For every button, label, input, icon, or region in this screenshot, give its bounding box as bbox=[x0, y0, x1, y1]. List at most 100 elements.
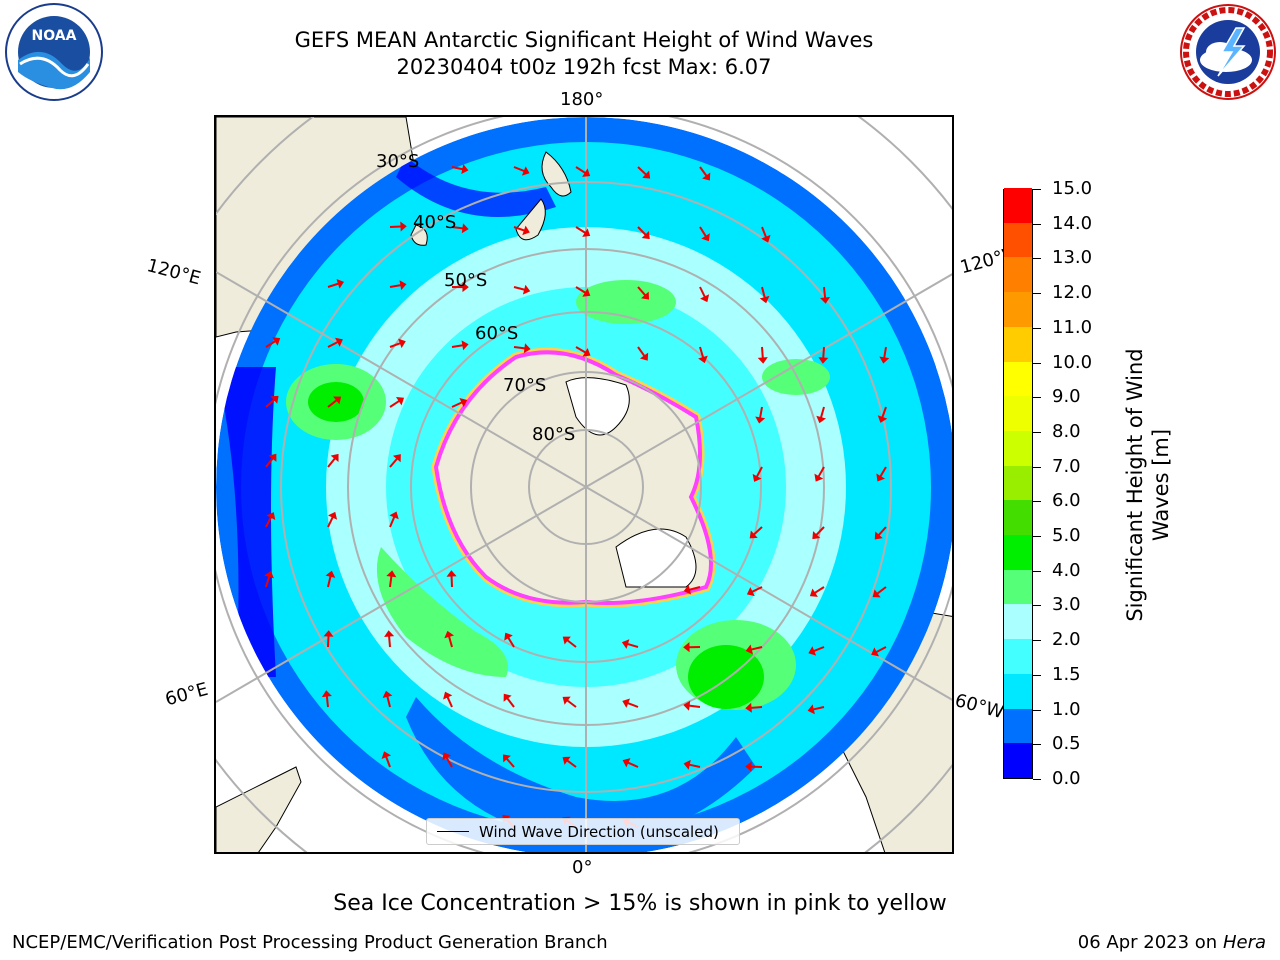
colorbar-segment bbox=[1004, 603, 1032, 640]
wave-direction-arrow bbox=[327, 457, 336, 468]
wave-direction-arrow bbox=[327, 341, 339, 348]
lat-label-30s: 30°S bbox=[376, 151, 420, 172]
wave-direction-arrow bbox=[688, 704, 701, 708]
wave-direction-arrow bbox=[327, 399, 338, 408]
wave-direction-arrow bbox=[389, 516, 396, 528]
wave-direction-arrowhead bbox=[504, 632, 513, 641]
wave-direction-arrow bbox=[689, 586, 701, 591]
lon-label-lower-left: 60°E bbox=[163, 678, 211, 711]
footer-date-text: 06 Apr 2023 on bbox=[1077, 932, 1223, 953]
wave-direction-arrowhead bbox=[761, 234, 771, 243]
wave-direction-arrowhead bbox=[384, 630, 395, 637]
wave-direction-arrowhead bbox=[746, 587, 755, 597]
wave-direction-arrow bbox=[451, 344, 464, 348]
sea-ice-caption: Sea Ice Concentration > 15% is shown in … bbox=[333, 891, 947, 916]
wave-direction-arrow bbox=[575, 346, 587, 354]
wave-direction-arrowhead bbox=[461, 164, 469, 175]
wave-direction-arrowhead bbox=[759, 295, 770, 304]
wave-direction-arrow bbox=[881, 406, 887, 418]
lon-label-top: 180° bbox=[560, 89, 604, 110]
colorbar-segment bbox=[1004, 499, 1032, 536]
wave-direction-arrowhead bbox=[523, 343, 531, 354]
wave-direction-arrow bbox=[761, 286, 766, 298]
wave-direction-arrowhead bbox=[683, 700, 691, 711]
colorbar-segment bbox=[1004, 742, 1032, 778]
map-legend: Wind Wave Direction (unscaled) bbox=[426, 818, 740, 845]
wave-direction-arrow bbox=[759, 406, 763, 419]
wave-direction-arrowhead bbox=[333, 396, 342, 405]
wave-direction-arrowhead bbox=[461, 340, 469, 351]
colorbar-segment bbox=[1004, 465, 1032, 501]
lon-label-upper-left: 120°E bbox=[144, 255, 203, 290]
colorbar-tick-label: 1.0 bbox=[1052, 698, 1081, 720]
wave-direction-arrowhead bbox=[321, 690, 332, 698]
wave-direction-arrowhead bbox=[327, 511, 338, 520]
colorbar-tick-label: 7.0 bbox=[1052, 455, 1081, 477]
wave-direction-arrow bbox=[451, 226, 464, 230]
wave-direction-arrowhead bbox=[562, 756, 571, 765]
colorbar-segment bbox=[1004, 430, 1032, 466]
wave-direction-arrowhead bbox=[642, 170, 651, 179]
wave-direction-arrow bbox=[750, 706, 763, 709]
wave-direction-arrowhead bbox=[264, 570, 274, 579]
wave-direction-arrow bbox=[513, 166, 525, 172]
wave-direction-arrow bbox=[513, 286, 525, 291]
colorbar-segment bbox=[1004, 638, 1032, 674]
wave-direction-arrowhead bbox=[266, 512, 276, 520]
lat-label-80s: 80°S bbox=[532, 424, 576, 445]
colorbar-tick-label: 6.0 bbox=[1052, 490, 1081, 512]
colorbar-tick bbox=[1033, 709, 1041, 711]
wave-direction-arrowhead bbox=[757, 357, 768, 364]
wave-direction-arrowhead bbox=[562, 636, 571, 645]
wave-direction-arrow bbox=[265, 576, 271, 588]
wave-direction-arrow bbox=[755, 466, 763, 478]
wave-direction-arrowhead bbox=[814, 473, 824, 482]
wave-direction-arrowhead bbox=[395, 397, 405, 406]
colorbar-tick bbox=[1033, 640, 1041, 642]
colorbar-tick-label: 5.0 bbox=[1052, 525, 1081, 547]
wave-direction-arrowhead bbox=[820, 296, 831, 304]
wave-direction-arrowhead bbox=[876, 473, 886, 482]
legend-line-swatch bbox=[437, 831, 469, 832]
wave-direction-arrow bbox=[451, 401, 463, 408]
wave-direction-arrow bbox=[327, 516, 334, 528]
wave-direction-arrow bbox=[699, 346, 705, 358]
wave-direction-arrow bbox=[820, 406, 825, 418]
nws-logo bbox=[1178, 2, 1278, 106]
colorbar-segment bbox=[1004, 256, 1032, 293]
colorbar-segment bbox=[1004, 361, 1032, 397]
wave-direction-arrow bbox=[814, 586, 825, 594]
wave-direction-arrow bbox=[386, 696, 391, 708]
wave-direction-arrowhead bbox=[392, 454, 401, 463]
wave-direction-arrow bbox=[513, 346, 526, 350]
wave-direction-arrow bbox=[389, 457, 398, 468]
wave-direction-arrowhead bbox=[816, 415, 826, 424]
colorbar-tick bbox=[1033, 293, 1041, 295]
wave-direction-arrow bbox=[265, 340, 276, 348]
lat-label-60s: 60°S bbox=[475, 323, 519, 344]
wave-direction-arrow bbox=[265, 457, 274, 468]
wave-direction-arrowhead bbox=[335, 337, 343, 347]
wave-direction-arrowhead bbox=[683, 584, 692, 595]
colorbar-tick-label: 10.0 bbox=[1052, 351, 1093, 373]
colorbar-tick bbox=[1033, 605, 1041, 607]
colorbar-tick-label: 4.0 bbox=[1052, 559, 1081, 581]
colorbar-tick-label: 15.0 bbox=[1052, 178, 1093, 199]
wave-direction-arrowhead bbox=[502, 754, 511, 763]
wave-direction-arrow bbox=[876, 586, 887, 595]
wave-direction-arrow bbox=[813, 706, 825, 711]
wave-direction-arrowhead bbox=[809, 588, 818, 597]
wave-direction-arrowhead bbox=[562, 696, 571, 705]
wave-direction-arrowhead bbox=[382, 690, 393, 699]
colorbar-segment bbox=[1004, 222, 1032, 258]
colorbar-tick-label: 14.0 bbox=[1052, 212, 1093, 234]
wave-direction-arrowhead bbox=[522, 225, 530, 236]
wave-direction-arrow bbox=[699, 166, 708, 177]
wave-direction-arrowhead bbox=[745, 644, 753, 655]
wave-direction-arrowhead bbox=[879, 356, 890, 364]
wave-direction-arrowhead bbox=[812, 531, 821, 540]
wave-direction-arrow bbox=[637, 226, 647, 236]
wave-direction-arrowhead bbox=[582, 228, 591, 237]
wave-direction-arrowhead bbox=[808, 646, 817, 656]
wave-direction-arrowhead bbox=[749, 530, 758, 539]
